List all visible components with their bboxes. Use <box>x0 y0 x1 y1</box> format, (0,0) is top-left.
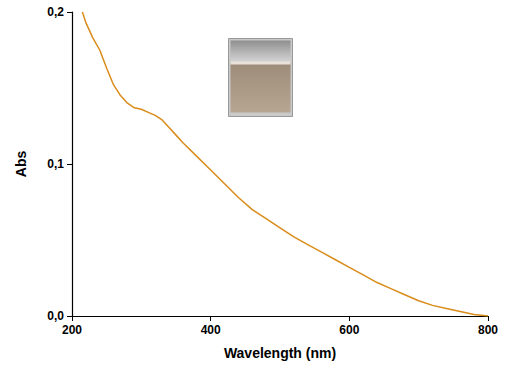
svg-text:Abs: Abs <box>13 151 29 178</box>
svg-text:Wavelength (nm): Wavelength (nm) <box>224 345 336 361</box>
svg-text:0,1: 0,1 <box>47 157 64 171</box>
svg-text:800: 800 <box>478 323 498 337</box>
svg-text:600: 600 <box>339 323 359 337</box>
svg-text:200: 200 <box>62 323 82 337</box>
svg-text:0,2: 0,2 <box>47 5 64 19</box>
svg-text:400: 400 <box>201 323 221 337</box>
svg-text:0,0: 0,0 <box>47 309 64 323</box>
